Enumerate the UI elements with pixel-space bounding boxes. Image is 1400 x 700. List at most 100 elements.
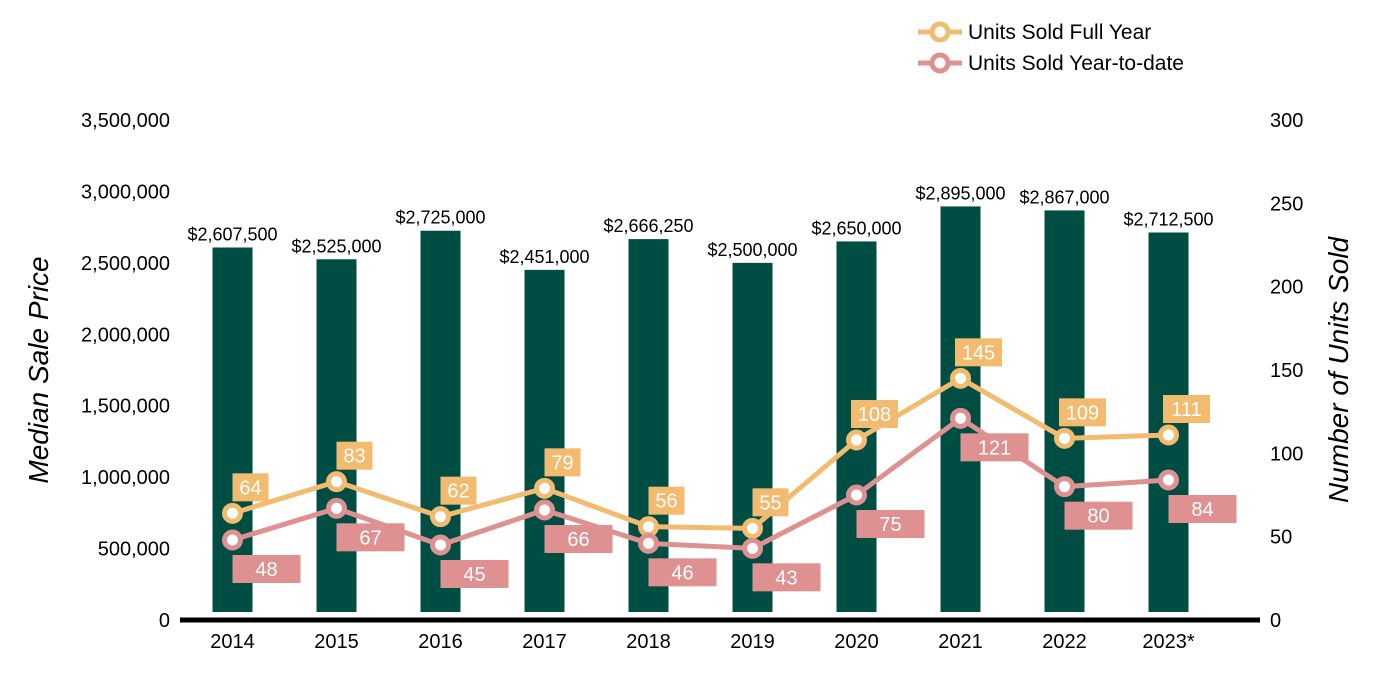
legend-marker-full-year	[929, 21, 951, 43]
y-tick-label: 500,000	[98, 539, 170, 561]
data-label: 45	[463, 564, 485, 586]
data-label-box	[648, 558, 717, 587]
x-tick-label: 2019	[730, 631, 775, 653]
data-label-box	[232, 473, 269, 502]
data-point	[534, 477, 555, 499]
data-point	[222, 502, 243, 524]
data-label: 83	[343, 446, 365, 468]
data-label-box	[440, 476, 477, 505]
data-label: 80	[1087, 506, 1109, 528]
data-label-box	[336, 441, 373, 470]
data-point	[534, 499, 555, 521]
data-label: 64	[239, 477, 261, 499]
right-axis-ticks: 0 50 100 150 200 250 300	[1270, 110, 1303, 632]
x-axis-ticks: 2014 2015 2016 2017 2018 2019 2020 2021 2022 2023…	[210, 631, 1195, 653]
bar-value-label: $2,451,000	[499, 247, 589, 267]
data-label: 108	[858, 404, 891, 426]
data-label-box	[544, 525, 613, 553]
data-label: 121	[978, 437, 1011, 459]
series-line-full-year	[231, 375, 1169, 531]
data-label: 111	[1171, 399, 1201, 421]
data-point	[326, 471, 347, 493]
data-label-box	[1064, 501, 1133, 530]
bar-value-label: $2,607,500	[187, 225, 277, 245]
data-point	[1158, 469, 1179, 491]
data-label: 109	[1066, 402, 1099, 424]
x-tick-label: 2014	[210, 631, 255, 653]
y2-axis-title: Number of Units Sold	[1323, 236, 1354, 504]
y-tick-label: 2,000,000	[81, 324, 170, 346]
data-label-box	[1163, 395, 1210, 423]
y2-tick-label: 100	[1270, 443, 1303, 465]
bar-value-label: $2,650,000	[811, 218, 901, 238]
x-tick-label: 2022	[1042, 631, 1087, 653]
left-axis-ticks: 0 500,000 1,000,000 1,500,000 2,000,000 2,500…	[81, 110, 170, 632]
legend: Units Sold Full Year Units Sold Year-to-…	[918, 21, 1184, 75]
data-point	[742, 517, 763, 539]
bar-value-label: $2,525,000	[291, 236, 381, 256]
data-label: 79	[551, 452, 573, 474]
data-point	[846, 429, 867, 451]
x-tick-label: 2021	[938, 631, 983, 653]
data-point	[950, 367, 971, 389]
data-point	[1054, 427, 1075, 449]
y-axis-title: Median Sale Price	[23, 256, 54, 483]
bar	[524, 269, 565, 612]
data-label: 145	[962, 342, 995, 364]
data-point	[430, 534, 451, 556]
data-point	[950, 407, 971, 429]
data-label-box	[752, 563, 821, 592]
bar-value-label: $2,666,250	[603, 216, 693, 236]
data-label: 84	[1191, 499, 1213, 521]
data-label-box	[648, 486, 685, 515]
data-label: 67	[359, 527, 381, 549]
lines-layer: 64 83 62 79 56 55 108 145 109 111 48 67 45 66 46 43 75 12…	[222, 338, 1237, 592]
data-label: 55	[759, 492, 781, 514]
data-label-box	[960, 433, 1029, 462]
data-label-box	[955, 338, 1002, 367]
bar-value-labels: $2,607,500 $2,525,000 $2,725,000 $2,451,000…	[187, 183, 1213, 266]
y-tick-label: 1,000,000	[81, 467, 170, 489]
x-tick-label: 2018	[626, 631, 671, 653]
data-point	[326, 497, 347, 519]
data-label: 66	[567, 529, 589, 551]
data-label-box	[752, 488, 789, 517]
x-tick-label: 2017	[522, 631, 567, 653]
x-tick-label: 2020	[834, 631, 879, 653]
data-point	[742, 537, 763, 559]
data-label-box	[336, 523, 405, 552]
x-tick-label: 2015	[314, 631, 359, 653]
data-label-box	[440, 560, 509, 588]
bar-value-label: $2,712,500	[1123, 210, 1213, 230]
bar	[732, 262, 773, 612]
data-point	[638, 516, 659, 538]
bar-value-label: $2,867,000	[1019, 187, 1109, 207]
y-tick-label: 1,500,000	[81, 396, 170, 418]
data-label-box	[544, 448, 581, 477]
bar-value-label: $2,500,000	[707, 240, 797, 260]
bar-value-label: $2,725,000	[395, 208, 485, 228]
y2-tick-label: 150	[1270, 360, 1303, 382]
data-label-box	[1059, 398, 1106, 427]
data-point	[222, 529, 243, 551]
data-label-box	[1168, 495, 1237, 523]
data-point	[1054, 476, 1075, 498]
x-tick-label: 2016	[418, 631, 463, 653]
bar	[628, 239, 669, 612]
y-tick-label: 3,500,000	[81, 110, 170, 132]
legend-label-ytd: Units Sold Year-to-date	[968, 52, 1184, 75]
bar	[316, 259, 357, 612]
data-label: 43	[775, 567, 797, 589]
data-label: 56	[655, 491, 677, 513]
y-tick-label: 2,500,000	[81, 253, 170, 275]
data-label: 48	[255, 559, 277, 581]
data-point	[1158, 424, 1179, 446]
y2-tick-label: 250	[1270, 193, 1303, 215]
data-label: 62	[447, 481, 469, 503]
y-tick-label: 0	[159, 610, 170, 632]
y-tick-label: 3,000,000	[81, 181, 170, 203]
data-point	[430, 506, 451, 528]
x-tick-label: 2023*	[1142, 631, 1194, 653]
bar-value-label: $2,895,000	[915, 183, 1005, 203]
